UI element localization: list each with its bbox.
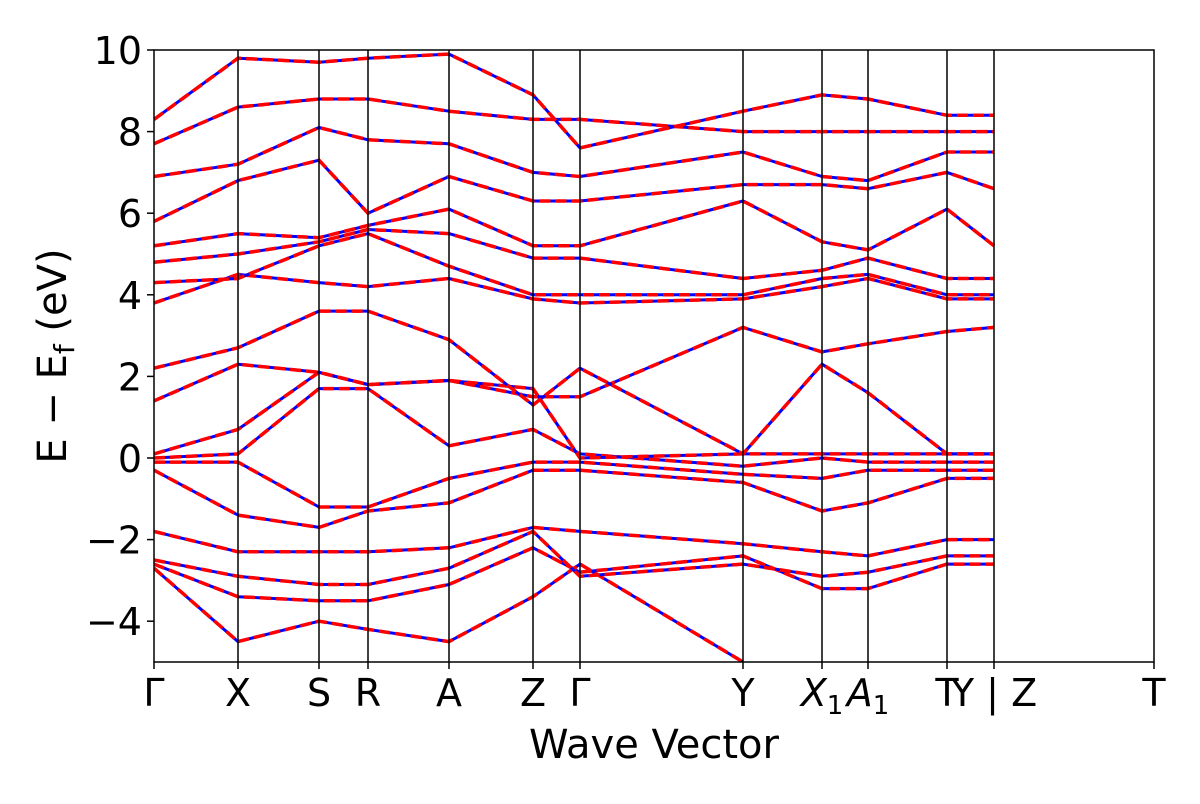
x-tick-label-6: Γ	[569, 671, 590, 715]
band-5	[154, 468, 994, 530]
band-8	[154, 370, 994, 460]
band-9	[154, 325, 995, 403]
band-9-model-line	[154, 325, 995, 403]
kpoint-lines	[237, 50, 995, 662]
band-3	[154, 529, 994, 587]
x-tick-label-0: Γ	[143, 671, 164, 715]
y-tick-label-1: −2	[86, 519, 142, 563]
x-tick-label-10-text: T	[934, 671, 959, 715]
band-7-model-line	[154, 386, 994, 468]
band-14	[154, 199, 996, 252]
band-11	[154, 272, 994, 305]
x-tick-label-11-text: Y | Z	[950, 671, 1037, 716]
x-tick-label-1-text: X	[225, 671, 251, 715]
y-tick-label-7: 10	[94, 29, 142, 73]
band-13-model-line	[154, 227, 994, 281]
x-tick-label-4-text: A	[436, 671, 462, 715]
band-3-model-line	[154, 529, 994, 587]
band-15	[154, 158, 995, 223]
y-tick-label-4: 4	[118, 274, 142, 318]
band-7	[154, 386, 994, 468]
band-12	[154, 231, 994, 297]
x-tick-label-10: T	[934, 671, 959, 715]
band-16	[154, 125, 994, 183]
y-axis-label-main: E − E	[30, 354, 76, 464]
x-tick-label-5-text: Z	[520, 671, 546, 715]
band-10-model-line	[154, 309, 994, 456]
x-tick-label-7-text: Y	[730, 671, 755, 715]
band-2	[154, 546, 994, 603]
x-tick-label-11: Y | Z	[950, 671, 1037, 716]
band-10	[154, 309, 994, 456]
x-tick-label-3-text: R	[355, 671, 381, 715]
y-tick-label-6: 8	[118, 111, 142, 155]
band-14-model-line	[154, 199, 996, 252]
band-13	[154, 227, 994, 281]
band-11-model-line	[154, 272, 994, 305]
y-axis-label-sub: f	[48, 343, 81, 354]
x-tick-label-6-text: Γ	[569, 671, 590, 715]
band-12-model-line	[154, 231, 994, 297]
x-tick-label-8-sub: 1	[827, 691, 844, 721]
y-tick-label-3: 2	[118, 355, 142, 399]
band-6	[154, 460, 994, 509]
x-tick-label-12: T	[1141, 671, 1166, 715]
x-axis-label: Wave Vector	[529, 722, 780, 768]
x-tick-label-9-text: A	[844, 671, 873, 715]
x-tick-label-0-text: Γ	[143, 671, 164, 715]
x-tick-label-2: S	[307, 671, 331, 715]
band-2-model-line	[154, 546, 994, 603]
x-tick-label-12-text: T	[1141, 671, 1166, 715]
x-tick-label-4: A	[436, 671, 462, 715]
y-tick-label-5: 6	[118, 192, 142, 236]
band-15-model-line	[154, 158, 995, 223]
y-axis-label: E − Ef (eV)	[30, 248, 81, 463]
band-17-model-line	[154, 97, 994, 146]
x-tick-label-7: Y	[730, 671, 755, 715]
x-tick-label-2-text: S	[307, 671, 331, 715]
x-tick-label-3: R	[355, 671, 381, 715]
y-tick-label-0: −4	[86, 600, 142, 644]
band-18-model-line	[154, 52, 994, 150]
x-tick-label-8-text: X	[799, 671, 828, 715]
y-tick-label-2: 0	[118, 437, 142, 481]
band-4	[154, 525, 994, 558]
x-tick-label-8: X1	[799, 671, 844, 721]
band-5-model-line	[154, 468, 994, 530]
x-tick-label-9: A1	[844, 671, 890, 721]
bands-layer	[154, 52, 996, 662]
y-axis-ticks: −4 −2 0 2 4 6 8 10	[86, 29, 154, 644]
y-axis-label-unit: (eV)	[30, 248, 76, 344]
band-16-model-line	[154, 125, 994, 183]
band-6-model-line	[154, 460, 994, 509]
x-tick-label-9-sub: 1	[873, 691, 890, 721]
band-8-model-line	[154, 370, 994, 460]
x-tick-label-5: Z	[520, 671, 546, 715]
band-18	[154, 52, 994, 150]
x-tick-label-1: X	[225, 671, 251, 715]
band-4-model-line	[154, 525, 994, 558]
plot-frame	[153, 49, 1155, 663]
